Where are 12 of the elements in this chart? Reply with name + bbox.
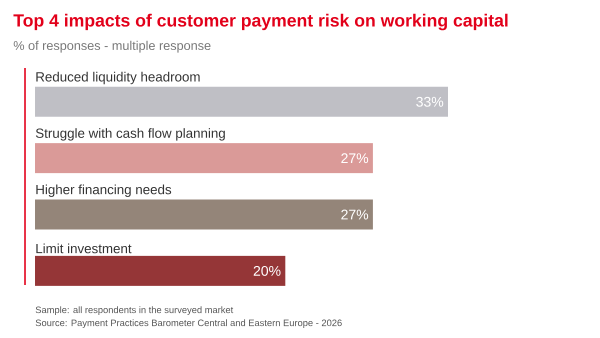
source-note: Source: Payment Practices Barometer Central and Eastern Europe - 2026 — [36, 319, 342, 328]
data-label: 27% — [341, 153, 368, 164]
chart-title: Top 4 impacts of customer payment risk on working capital — [13, 14, 508, 30]
data-label: 20% — [254, 266, 281, 276]
data-label: 33% — [416, 96, 444, 107]
y-tick-label: Reduced liquidity headroom — [36, 72, 200, 84]
text: Sample: all respondents in the surveyed market — [36, 306, 234, 316]
y-tick-label: Higher financing needs — [36, 184, 172, 197]
chart-subtitle: % of responses - multiple response — [14, 40, 211, 53]
data-label: 27% — [341, 210, 368, 220]
y-tick-label: Limit investment — [36, 244, 132, 254]
y-tick-label: Struggle with cash flow planning — [36, 128, 225, 141]
